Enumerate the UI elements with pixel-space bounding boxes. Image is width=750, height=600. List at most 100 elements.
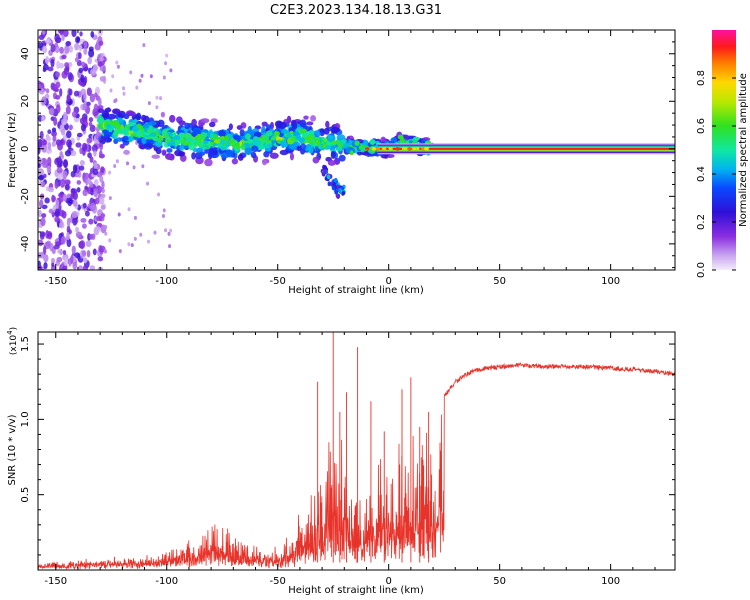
band-blob bbox=[337, 141, 344, 149]
noise-blob bbox=[90, 30, 95, 38]
carrier-node bbox=[412, 147, 417, 151]
noise-blob bbox=[85, 210, 90, 217]
band-blob bbox=[97, 108, 105, 114]
band-core bbox=[195, 140, 201, 146]
noise-blob bbox=[48, 186, 55, 193]
band-blob bbox=[269, 152, 279, 159]
band-core bbox=[335, 147, 343, 152]
noise-blob bbox=[86, 249, 91, 258]
noise-blob bbox=[75, 142, 82, 148]
noise-blob bbox=[47, 141, 52, 151]
noise-blob bbox=[76, 187, 81, 193]
snr-y-axis-label: SNR (10 * v/v) bbox=[7, 414, 18, 485]
noise-blob bbox=[108, 196, 112, 201]
band-blob bbox=[331, 126, 339, 134]
noise-blob bbox=[86, 101, 91, 107]
noise-blob bbox=[70, 255, 74, 264]
noise-blob bbox=[55, 81, 61, 89]
band-core bbox=[349, 150, 354, 156]
noise-blob bbox=[97, 104, 104, 110]
band-blob bbox=[123, 114, 130, 120]
noise-blob bbox=[74, 57, 79, 63]
noise-blob bbox=[47, 129, 52, 135]
noise-blob bbox=[167, 231, 171, 236]
noise-blob bbox=[46, 165, 52, 174]
noise-blob bbox=[61, 118, 68, 126]
band-blob bbox=[245, 133, 251, 140]
noise-blob bbox=[155, 95, 159, 100]
noise-blob bbox=[99, 76, 106, 82]
y-tick-label: 1.0 bbox=[20, 411, 31, 427]
noise-blob bbox=[82, 202, 87, 209]
noise-blob bbox=[81, 142, 88, 152]
band-blob bbox=[228, 123, 233, 131]
noise-blob bbox=[62, 30, 69, 37]
noise-blob bbox=[66, 93, 71, 102]
noise-blob bbox=[108, 238, 112, 243]
noise-blob bbox=[165, 53, 169, 58]
noise-blob bbox=[113, 163, 117, 168]
band-blob bbox=[327, 160, 336, 166]
band-core bbox=[256, 140, 262, 145]
noise-blob bbox=[89, 93, 96, 103]
noise-blob bbox=[92, 168, 99, 176]
noise-blob bbox=[62, 170, 68, 179]
noise-blob bbox=[68, 124, 73, 131]
band-core bbox=[267, 143, 273, 148]
colorbar-ticks: 0.0 0.2 0.4 0.6 0.8 bbox=[696, 70, 736, 278]
noise-blob bbox=[147, 101, 151, 106]
band-blob bbox=[265, 124, 272, 129]
noise-blob bbox=[38, 114, 43, 122]
snr-panel: -150 -100 -50 0 50 100 0.5 1.0 1.5 Height of st… bbox=[6, 327, 676, 596]
band-core bbox=[115, 124, 122, 130]
noise-blob bbox=[51, 130, 57, 137]
noise-blob bbox=[157, 192, 161, 197]
noise-blob bbox=[81, 250, 86, 257]
y-tick-label: -40 bbox=[20, 236, 31, 252]
noise-blob bbox=[74, 42, 80, 51]
noise-blob bbox=[89, 124, 96, 133]
band-blob bbox=[218, 130, 227, 138]
noise-blob bbox=[86, 179, 92, 185]
band-blob bbox=[119, 143, 125, 149]
noise-blob bbox=[50, 44, 56, 53]
band-core bbox=[201, 145, 207, 151]
noise-blob bbox=[47, 232, 53, 238]
noise-blob bbox=[54, 42, 59, 48]
band-blob bbox=[253, 131, 262, 138]
band-blob bbox=[363, 140, 368, 147]
noise-blob bbox=[159, 96, 163, 101]
noise-blob bbox=[48, 208, 54, 214]
noise-blob bbox=[89, 265, 96, 270]
noise-blob bbox=[59, 88, 63, 97]
noise-blob bbox=[63, 67, 70, 76]
carrier-node bbox=[375, 147, 381, 151]
carrier-node bbox=[381, 147, 387, 151]
band-blob bbox=[122, 135, 129, 141]
noise-blob bbox=[141, 164, 145, 169]
noise-blob bbox=[109, 88, 113, 93]
band-core bbox=[325, 145, 331, 150]
noise-blob bbox=[40, 181, 46, 188]
band-core bbox=[327, 134, 334, 139]
spectrogram-panel: -150 -100 -50 0 50 100 -40 -20 0 20 40 Height of … bbox=[7, 29, 676, 296]
noise-blob bbox=[73, 90, 80, 97]
band-blob bbox=[280, 129, 290, 134]
colorbar-gradient bbox=[712, 30, 736, 270]
band-blob bbox=[236, 125, 243, 130]
band-blob bbox=[226, 149, 234, 158]
noise-blob bbox=[51, 141, 57, 147]
noise-blob bbox=[96, 39, 100, 47]
band-blob bbox=[306, 121, 314, 126]
noise-blob bbox=[97, 60, 103, 67]
band-blob bbox=[261, 125, 266, 134]
colorbar-tick-label: 0.8 bbox=[696, 70, 707, 86]
noise-blob bbox=[64, 44, 70, 54]
band-core bbox=[286, 132, 292, 138]
band-blob bbox=[263, 151, 270, 158]
noise-blob bbox=[62, 250, 67, 255]
noise-blob bbox=[93, 162, 98, 170]
branch-blob bbox=[333, 177, 338, 183]
noise-blob bbox=[100, 166, 105, 174]
